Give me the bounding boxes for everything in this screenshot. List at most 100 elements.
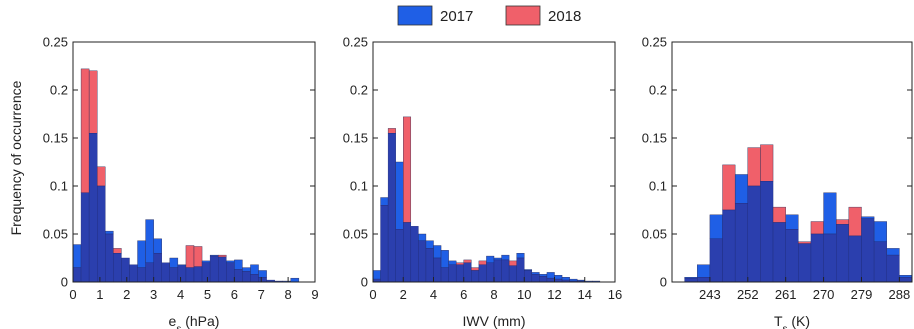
bar-excess-2-6 — [418, 233, 427, 241]
bar-overlap-2-12 — [463, 262, 472, 283]
ytick-label-3-2: 0.1 — [649, 179, 667, 194]
bar-excess-2-13 — [471, 267, 480, 271]
bar-excess-2-18 — [508, 260, 517, 266]
bar-overlap-1-21 — [242, 271, 251, 283]
bar-excess-1-10 — [153, 238, 162, 254]
bar-excess-2-7 — [425, 240, 434, 249]
bar-excess-2-12 — [463, 259, 472, 264]
bar-excess-3-2 — [697, 264, 711, 278]
bar-overlap-2-3 — [395, 228, 404, 283]
bar-excess-2-15 — [486, 255, 495, 263]
bar-overlap-2-16 — [493, 259, 502, 283]
xtick-label-1-0: 0 — [69, 287, 76, 302]
ytick-label-1-3: 0.15 — [43, 131, 68, 146]
bar-overlap-3-4 — [722, 209, 736, 283]
ytick-label-2-5: 0.25 — [343, 35, 368, 50]
bar-overlap-1-2 — [88, 132, 98, 283]
xtick-label-2-5: 10 — [517, 287, 531, 302]
bar-excess-2-1 — [380, 197, 389, 206]
bar-excess-1-14 — [185, 245, 195, 268]
x-axis-label-2: IWV (mm) — [463, 313, 526, 329]
legend-swatch-2018 — [505, 5, 541, 26]
bar-excess-2-22 — [539, 274, 548, 277]
xtick-label-2-4: 8 — [490, 287, 497, 302]
bar-overlap-2-22 — [539, 276, 548, 283]
bar-excess-2-21 — [531, 272, 540, 275]
ytick-label-3-3: 0.15 — [642, 131, 667, 146]
bar-excess-1-12 — [169, 257, 179, 268]
bar-excess-2-26 — [569, 278, 578, 282]
bar-overlap-3-2 — [697, 277, 711, 283]
x-axis-label-unit-1: (hPa) — [181, 313, 219, 329]
xtick-label-1-8: 8 — [284, 287, 291, 302]
bar-excess-1-21 — [242, 267, 251, 272]
bar-overlap-1-7 — [129, 264, 138, 283]
bar-overlap-2-23 — [546, 277, 555, 283]
ytick-label-1-1: 0.05 — [43, 227, 68, 242]
bar-overlap-3-8 — [772, 222, 786, 283]
bar-overlap-2-17 — [501, 259, 510, 283]
bar-overlap-2-18 — [508, 265, 517, 283]
bar-excess-3-7 — [760, 144, 774, 182]
bar-overlap-2-20 — [524, 270, 533, 283]
ytick-label-2-0: 0 — [361, 275, 368, 290]
bar-overlap-3-13 — [836, 224, 850, 283]
bar-excess-3-4 — [722, 164, 736, 211]
ytick-label-1-0: 0 — [61, 275, 68, 290]
bar-excess-2-8 — [433, 245, 442, 259]
bar-overlap-2-1 — [380, 204, 389, 283]
bar-overlap-2-10 — [448, 264, 457, 283]
legend-swatch-2017 — [397, 5, 433, 26]
bar-overlap-1-20 — [234, 269, 243, 283]
bar-overlap-2-21 — [531, 274, 540, 283]
x-axis-label-unit-3: (K) — [788, 313, 811, 329]
x-axis-label-sub-3: s — [783, 324, 788, 329]
bar-excess-3-11 — [810, 221, 824, 235]
bar-overlap-2-15 — [486, 262, 495, 283]
panel-3: 0 0.05 0.1 0.15 0.2 0.25 243 252 261 270 279 288 Ts … — [642, 35, 913, 329]
bar-excess-2-3 — [395, 161, 404, 230]
ytick-label-3-0: 0 — [660, 275, 667, 290]
panel-1: 0 0.05 0.1 0.15 0.2 0.25 0 1 2 3 4 5 6 7 8 9 es (hPa) — [43, 35, 319, 329]
bar-overlap-2-4 — [403, 222, 412, 283]
x-axis-label-3: Ts (K) — [774, 313, 810, 329]
bar-overlap-1-22 — [250, 274, 259, 283]
xtick-label-3-0: 243 — [699, 287, 721, 302]
bar-overlap-2-7 — [425, 248, 434, 283]
panels: 00.050.10.150.20.250 1 2 3 4 5 6 7 8 9es (hPa)00.… — [43, 35, 913, 329]
xtick-label-2-6: 12 — [547, 287, 561, 302]
bar-overlap-1-16 — [201, 262, 211, 283]
x-axis-label-main-2: IWV (mm) — [463, 313, 526, 329]
bar-excess-1-5 — [113, 248, 122, 254]
bar-overlap-3-1 — [684, 277, 698, 283]
bar-excess-1-20 — [234, 259, 243, 270]
xtick-label-2-1: 2 — [400, 287, 407, 302]
bar-excess-3-3 — [709, 214, 723, 240]
bar-excess-2-23 — [546, 272, 555, 279]
xtick-label-3-1: 252 — [737, 287, 759, 302]
ytick-label-3-4: 0.2 — [649, 83, 667, 98]
xtick-label-3-5: 288 — [889, 287, 911, 302]
bar-excess-1-23 — [258, 270, 267, 278]
bar-excess-1-1 — [80, 68, 90, 193]
xtick-label-1-6: 6 — [231, 287, 238, 302]
bar-excess-3-8 — [772, 206, 786, 223]
bar-overlap-2-11 — [455, 264, 464, 283]
bar-overlap-1-23 — [258, 277, 267, 283]
bar-overlap-3-16 — [873, 241, 887, 283]
bar-overlap-1-4 — [105, 233, 114, 283]
ytick-label-2-3: 0.15 — [343, 131, 368, 146]
ytick-label-2-2: 0.1 — [350, 179, 368, 194]
bar-excess-1-22 — [250, 264, 259, 275]
xtick-label-3-3: 270 — [813, 287, 835, 302]
bar-excess-1-16 — [201, 260, 211, 264]
xtick-label-3-2: 261 — [775, 287, 797, 302]
bar-excess-1-18 — [217, 254, 227, 258]
bar-excess-2-19 — [516, 252, 525, 259]
bar-excess-1-3 — [96, 166, 106, 187]
bar-excess-2-16 — [493, 257, 502, 261]
bar-excess-2-10 — [448, 260, 457, 265]
x-axis-label-sub-1: s — [176, 324, 181, 329]
bar-overlap-1-14 — [185, 267, 195, 283]
